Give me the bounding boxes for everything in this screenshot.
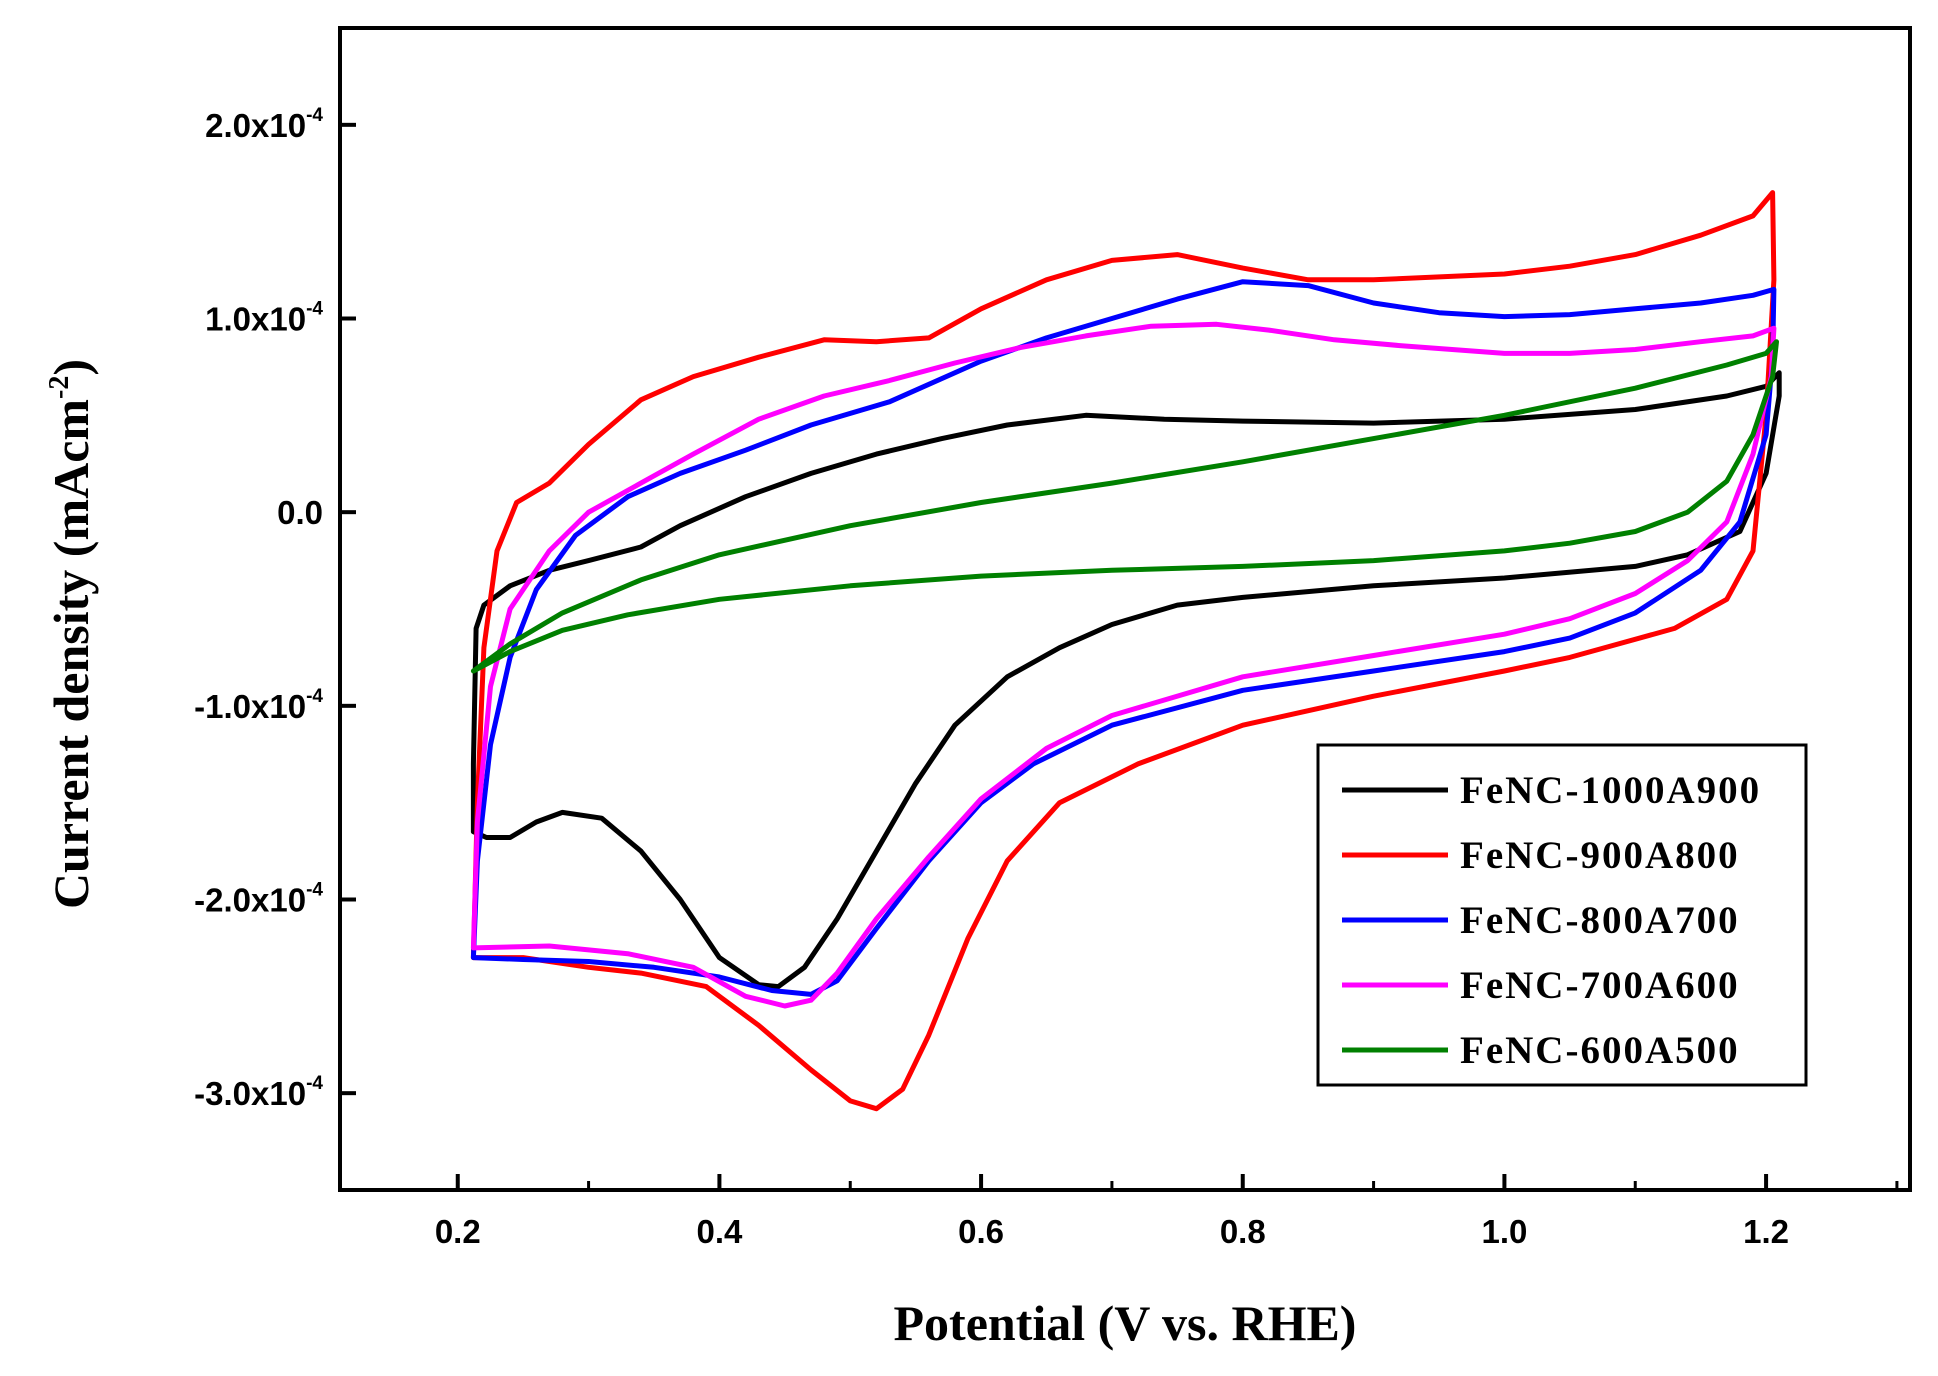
y-tick-mantissa: 2.0x10 [205, 107, 306, 144]
legend-label: FeNC-700A600 [1460, 964, 1740, 1007]
x-axis-title: Potential (V vs. RHE) [894, 1295, 1357, 1351]
y-tick-mantissa: -3.0x10 [194, 1075, 306, 1112]
series-fenc-1000a900 [470, 370, 1782, 990]
series-fenc-900a800 [470, 190, 1777, 1112]
y-tick-exponent: -4 [306, 105, 323, 126]
legend: FeNC-1000A900 FeNC-900A800 FeNC-800A700 FeN… [1316, 743, 1808, 1087]
x-tick-label: 0.6 [958, 1213, 1004, 1250]
x-tick-label: 0.2 [435, 1213, 481, 1250]
x-tick-label: 1.2 [1743, 1213, 1789, 1250]
legend-items: FeNC-1000A900 FeNC-900A800 FeNC-800A700 FeN… [1342, 769, 1761, 1072]
legend-label: FeNC-800A700 [1460, 899, 1740, 942]
y-tick-label: -3.0x10-4 [194, 1073, 323, 1112]
series-fenc-800a700 [470, 279, 1777, 997]
y-tick-label: -2.0x10-4 [194, 880, 323, 919]
series-fenc-700a600 [470, 321, 1777, 1009]
y-axis-title-sup: -2 [44, 376, 75, 399]
y-axis-title-close: ) [43, 359, 99, 376]
y-tick-exponent: -4 [306, 299, 323, 320]
plot-frame [338, 26, 1912, 1192]
y-axis-title: Current density (mAcm-2) [43, 359, 99, 909]
x-tick-label: 0.8 [1220, 1213, 1266, 1250]
legend-label: FeNC-900A800 [1460, 834, 1740, 877]
y-axis-title-main: Current density (mAcm [43, 399, 99, 909]
y-tick-label: -1.0x10-4 [194, 686, 323, 725]
x-axis-ticks: 0.2 0.4 0.6 0.8 1.0 1.2 [435, 1174, 1899, 1250]
y-tick-mantissa: -1.0x10 [194, 688, 306, 725]
y-axis-ticks: 2.0x10-41.0x10-40.0-1.0x10-4-2.0x10-4-3.… [194, 105, 356, 1112]
series-fenc-600a500 [470, 339, 1779, 674]
y-tick-mantissa: -2.0x10 [194, 882, 306, 919]
series-layer [470, 190, 1782, 1112]
y-tick-label: 0.0 [277, 494, 323, 531]
y-tick-mantissa: 0.0 [277, 494, 323, 531]
y-tick-exponent: -4 [306, 686, 323, 707]
legend-label: FeNC-1000A900 [1460, 769, 1761, 812]
y-tick-exponent: -4 [306, 1073, 323, 1094]
y-tick-label: 2.0x10-4 [205, 105, 323, 144]
y-tick-exponent: -4 [306, 880, 323, 901]
x-tick-label: 0.4 [696, 1213, 743, 1250]
legend-box [1316, 743, 1808, 1087]
legend-label: FeNC-600A500 [1460, 1029, 1740, 1072]
y-tick-mantissa: 1.0x10 [205, 301, 306, 338]
y-tick-label: 1.0x10-4 [205, 299, 323, 338]
x-tick-label: 1.0 [1481, 1213, 1527, 1250]
